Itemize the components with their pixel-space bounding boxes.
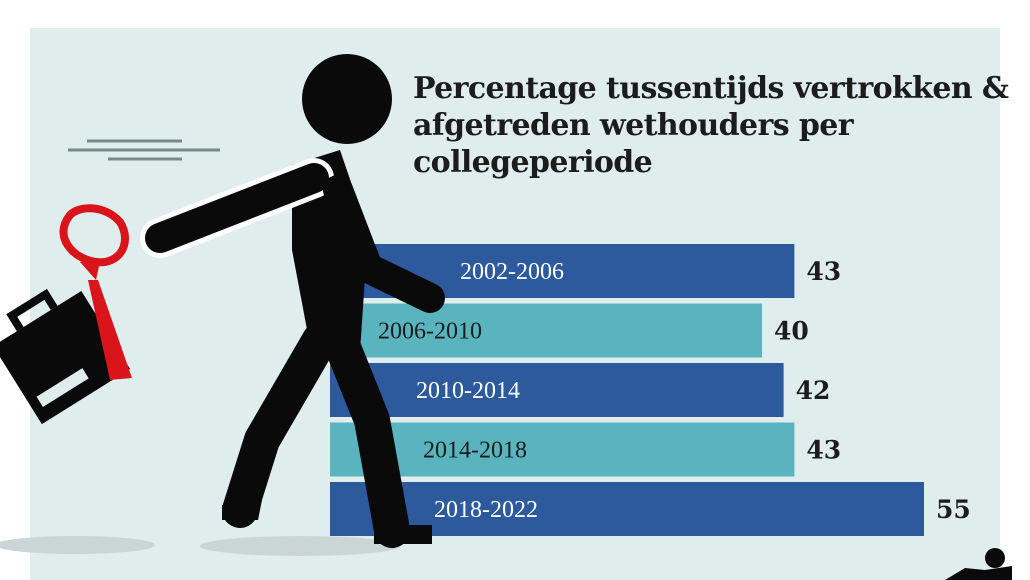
category-label: 2010-2014	[416, 378, 520, 404]
motion-lines-icon	[68, 139, 220, 161]
chart-title: Percentage tussentijds vertrokken & afge…	[413, 71, 1009, 180]
value-label: 42	[796, 376, 831, 405]
category-label: 2018-2022	[434, 497, 538, 523]
bar-2010-2014	[330, 363, 784, 417]
category-label: 2006-2010	[378, 319, 482, 345]
value-label: 55	[936, 495, 971, 524]
value-label: 40	[774, 317, 809, 346]
shadow-left-icon	[0, 536, 155, 554]
value-label: 43	[806, 436, 841, 465]
shadow-right-icon	[200, 536, 400, 556]
bar-2014-2018	[330, 422, 795, 477]
bar-2006-2010	[330, 303, 762, 358]
briefcase-icon	[0, 288, 131, 425]
puzzle-piece-icon	[945, 548, 1012, 580]
value-label: 43	[806, 257, 841, 286]
necktie-icon	[59, 204, 132, 380]
category-label: 2014-2018	[423, 438, 527, 464]
walking-man-icon	[140, 54, 445, 548]
category-label: 2002-2006	[460, 259, 564, 285]
